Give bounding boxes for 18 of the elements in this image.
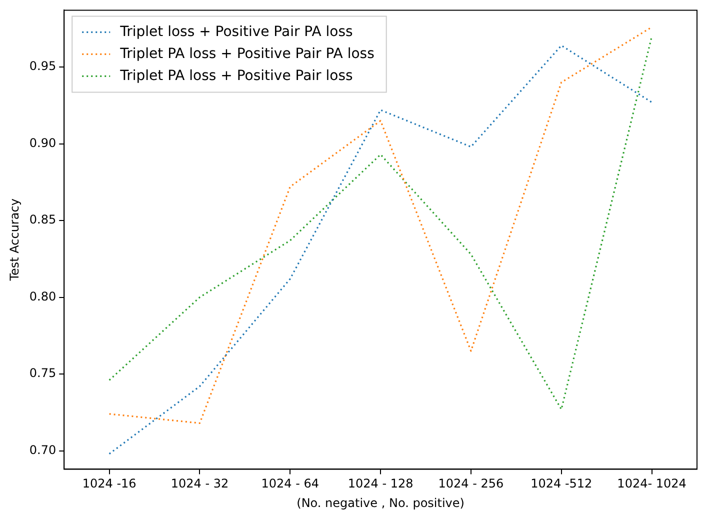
x-tick-label: 1024 - 32 bbox=[170, 476, 229, 491]
x-tick-label: 1024 - 128 bbox=[348, 476, 414, 491]
x-tick-label: 1024 -512 bbox=[530, 476, 592, 491]
x-tick-label: 1024 -16 bbox=[82, 476, 136, 491]
x-axis-title: (No. negative , No. positive) bbox=[296, 496, 464, 510]
y-axis-title: Test Accuracy bbox=[7, 198, 22, 282]
y-tick-label: 0.75 bbox=[29, 366, 56, 380]
x-tick-label: 1024 - 64 bbox=[261, 476, 320, 491]
x-tick-label: 1024 - 256 bbox=[438, 476, 504, 491]
y-tick-label: 0.90 bbox=[29, 136, 56, 150]
legend-label: Triplet loss + Positive Pair PA loss bbox=[119, 24, 353, 40]
y-tick-label: 0.85 bbox=[29, 212, 56, 227]
y-tick-label: 0.95 bbox=[29, 59, 56, 74]
legend-label: Triplet PA loss + Positive Pair PA loss bbox=[119, 46, 374, 62]
y-tick-label: 0.70 bbox=[29, 442, 56, 457]
y-tick-label: 0.80 bbox=[29, 289, 56, 304]
legend-label: Triplet PA loss + Positive Pair loss bbox=[119, 68, 353, 84]
x-tick-label: 1024- 1024 bbox=[617, 476, 686, 491]
